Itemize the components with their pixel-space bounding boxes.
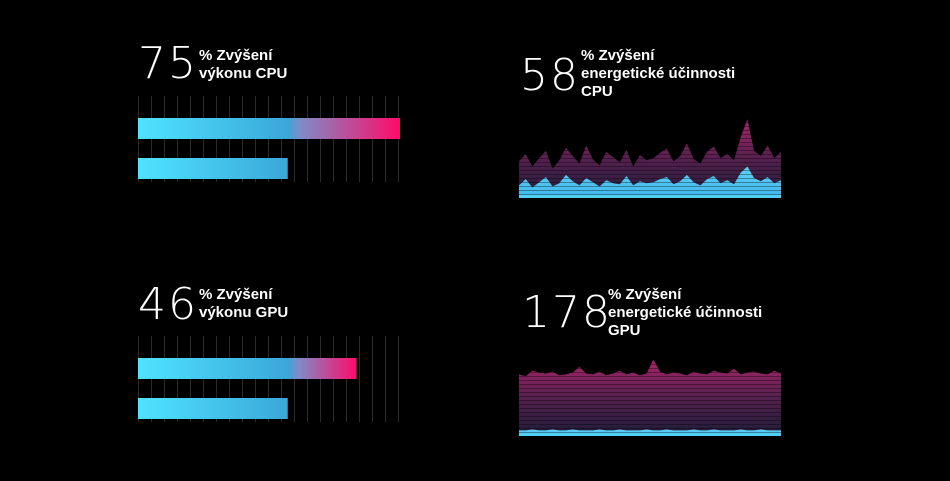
area-series-upper	[519, 359, 781, 436]
caption-line: energetické účinnosti	[581, 65, 736, 82]
gpu-efficiency-waves	[519, 352, 781, 436]
gpu-performance-bar-chart	[138, 336, 399, 422]
cpu-efficiency-caption: % Zvýšení energetické účinnosti CPU	[581, 47, 735, 101]
cpu-performance-caption: % Zvýšení výkonu CPU	[199, 47, 287, 83]
baseline-strip	[519, 195, 781, 198]
caption-line: % Zvýšení	[608, 286, 682, 303]
caption-line: energetické účinnosti	[608, 304, 763, 321]
scan-lines	[519, 352, 781, 433]
gpu-efficiency-area-chart	[519, 352, 781, 436]
gpu-performance-number: 46	[138, 279, 198, 330]
cpu-efficiency-area-chart	[519, 114, 781, 198]
bar-baseline	[138, 158, 288, 179]
caption-line: výkonu GPU	[199, 304, 289, 321]
bar-new	[138, 358, 357, 379]
caption-line: CPU	[581, 83, 613, 100]
cpu-efficiency-waves	[519, 114, 781, 198]
gpu-efficiency-caption: % Zvýšení energetické účinnosti GPU	[608, 286, 762, 340]
caption-line: % Zvýšení	[581, 47, 655, 64]
scan-lines	[519, 114, 781, 195]
cpu-performance-number: 75	[138, 38, 198, 89]
baseline-strip	[519, 433, 781, 436]
gpu-performance-bars	[138, 336, 400, 422]
cpu-efficiency-number: 58	[520, 50, 580, 101]
gpu-efficiency-number: 178	[522, 287, 612, 338]
gpu-performance-caption: % Zvýšení výkonu GPU	[199, 286, 288, 322]
bar-new	[138, 118, 400, 139]
bar-baseline	[138, 398, 288, 419]
cpu-performance-bars	[138, 96, 400, 182]
caption-line: % Zvýšení	[199, 47, 273, 64]
area-series-lower	[519, 166, 781, 198]
cpu-performance-bar-chart	[138, 96, 400, 182]
caption-line: % Zvýšení	[199, 286, 273, 303]
caption-line: GPU	[608, 322, 641, 339]
caption-line: výkonu CPU	[199, 65, 288, 82]
